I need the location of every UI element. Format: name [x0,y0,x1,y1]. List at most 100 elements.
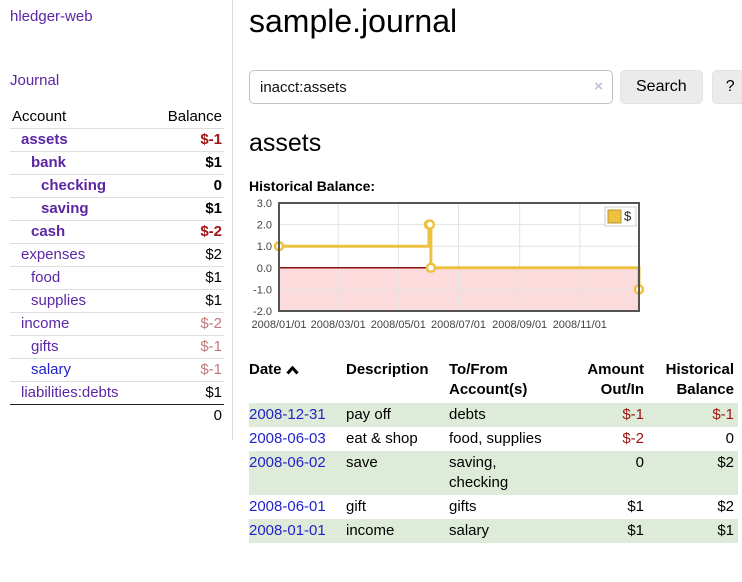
balance-column-header: Balance [150,106,224,129]
account-row: assets $-1 [10,128,224,152]
transaction-date-link[interactable]: 2008-06-02 [249,454,326,471]
transaction-row: 2008-01-01 income salary $1 $1 [249,519,738,543]
register-header-row: Date Description To/From Account(s) Amou… [249,358,738,403]
svg-text:2.0: 2.0 [257,220,272,232]
sidebar-item-journal[interactable]: Journal [10,72,60,89]
account-link[interactable]: cash [31,223,66,240]
account-row: liabilities:debts $1 [10,382,224,405]
transaction-description: save [346,454,378,471]
account-balance: 0 [150,174,224,198]
account-link[interactable]: assets [21,131,68,148]
account-row: supplies $1 [10,289,224,313]
account-link[interactable]: salary [31,361,72,378]
transaction-date-link[interactable]: 2008-01-01 [249,522,326,539]
account-balances-body: assets $-1 bank $1 checking 0 saving $1 cash $-2 e… [10,128,224,405]
clear-search-icon[interactable]: × [594,78,603,95]
account-link[interactable]: food [31,269,61,286]
transaction-date-link[interactable]: 2008-06-01 [249,498,326,515]
account-link[interactable]: supplies [31,292,87,309]
account-balance: $-1 [150,358,224,382]
account-cell: assets [10,128,151,152]
transaction-balance: 0 [725,430,734,447]
account-row: saving $1 [10,197,224,221]
transaction-balance: $2 [717,498,734,515]
account-row: cash $-2 [10,220,224,244]
svg-text:1.0: 1.0 [257,241,272,253]
svg-text:2008/11/01: 2008/11/01 [553,319,607,331]
transaction-row: 2008-06-03 eat & shop food, supplies $-2 0 [249,427,738,451]
account-link[interactable]: gifts [31,338,59,355]
account-row: expenses $2 [10,243,224,267]
search-button[interactable]: Search [620,70,703,104]
sidebar: hledger-web Journal Account Balance asse… [0,0,233,440]
help-button[interactable]: ? [711,70,742,104]
account-cell: liabilities:debts [10,382,150,405]
account-cell: expenses [10,243,151,267]
account-row: salary $-1 [10,358,224,382]
account-cell: income [10,312,151,336]
account-link[interactable]: liabilities:debts [21,384,119,401]
sort-by-date-header[interactable]: Date [249,358,346,403]
transaction-amount: 0 [635,454,644,471]
account-cell: gifts [10,335,151,359]
account-cell: checking [10,174,151,198]
transaction-accounts: saving, checking [449,454,509,491]
transaction-amount: $-2 [622,430,644,447]
svg-text:-2.0: -2.0 [253,306,272,318]
transaction-accounts: debts [449,406,486,423]
account-balance: $1 [150,197,224,221]
account-cell: bank [10,151,151,175]
svg-text:2008/05/01: 2008/05/01 [371,319,426,331]
balance-chart-svg: 2008/01/01 2008/03/01 2008/05/01 2008/07/01… [251,198,645,331]
svg-text:3.0: 3.0 [257,198,272,210]
transaction-date-cell: 2008-01-01 [249,519,346,543]
date-column-label: Date [249,361,282,378]
transaction-description: gift [346,498,367,515]
svg-text:2008/09/01: 2008/09/01 [492,319,547,331]
page-title: sample.journal [249,3,458,39]
account-link[interactable]: income [21,315,70,332]
svg-text:2008/07/01: 2008/07/01 [431,319,486,331]
balance-chart: 2008/01/01 2008/03/01 2008/05/01 2008/07/01… [249,198,742,342]
account-cell: supplies [10,289,151,313]
account-balance: $-2 [150,312,224,336]
chart-title: Historical Balance: [249,178,376,194]
svg-text:-1.0: -1.0 [253,284,272,296]
account-total-row: 0 [10,404,224,427]
svg-text:2008/01/01: 2008/01/01 [251,319,306,331]
account-row: bank $1 [10,151,224,175]
account-link[interactable]: saving [41,200,89,217]
transaction-row: 2008-12-31 pay off debts $-1 $-1 [249,403,738,427]
account-column-header: Account [10,106,151,129]
account-total-value: 0 [150,404,224,427]
account-link[interactable]: checking [41,177,107,194]
account-row: food $1 [10,266,224,290]
account-balance: $1 [150,151,224,175]
transaction-balance: $1 [717,522,734,539]
transaction-accounts: food, supplies [449,430,542,447]
transaction-date-cell: 2008-06-02 [249,451,346,495]
transaction-date-link[interactable]: 2008-06-03 [249,430,326,447]
svg-text:0.0: 0.0 [257,263,272,275]
main-content: sample.journal × Search ? assets Histori… [233,0,742,543]
account-balances-header: Account Balance [10,106,224,129]
account-cell: saving [10,197,151,221]
svg-text:2008/03/01: 2008/03/01 [311,319,366,331]
account-cell: salary [10,358,151,382]
transaction-description: pay off [346,406,391,423]
transaction-accounts: salary [449,522,490,539]
account-link[interactable]: expenses [21,246,86,263]
balance-column-header-register: Historical Balance [665,361,734,398]
app-title-link[interactable]: hledger-web [10,8,93,25]
transaction-description: eat & shop [346,430,418,447]
account-balances-table: Account Balance assets $-1 bank $1 checking 0… [10,106,224,427]
account-link[interactable]: bank [31,154,67,171]
transaction-date-link[interactable]: 2008-12-31 [249,406,326,423]
account-balance: $1 [205,384,222,401]
transaction-date-cell: 2008-06-03 [249,427,346,451]
account-balance: $-2 [150,220,224,244]
account-cell: food [10,266,151,290]
transaction-row: 2008-06-01 gift gifts $1 $2 [249,495,738,519]
transaction-date-cell: 2008-12-31 [249,403,346,427]
search-input[interactable] [249,70,613,104]
